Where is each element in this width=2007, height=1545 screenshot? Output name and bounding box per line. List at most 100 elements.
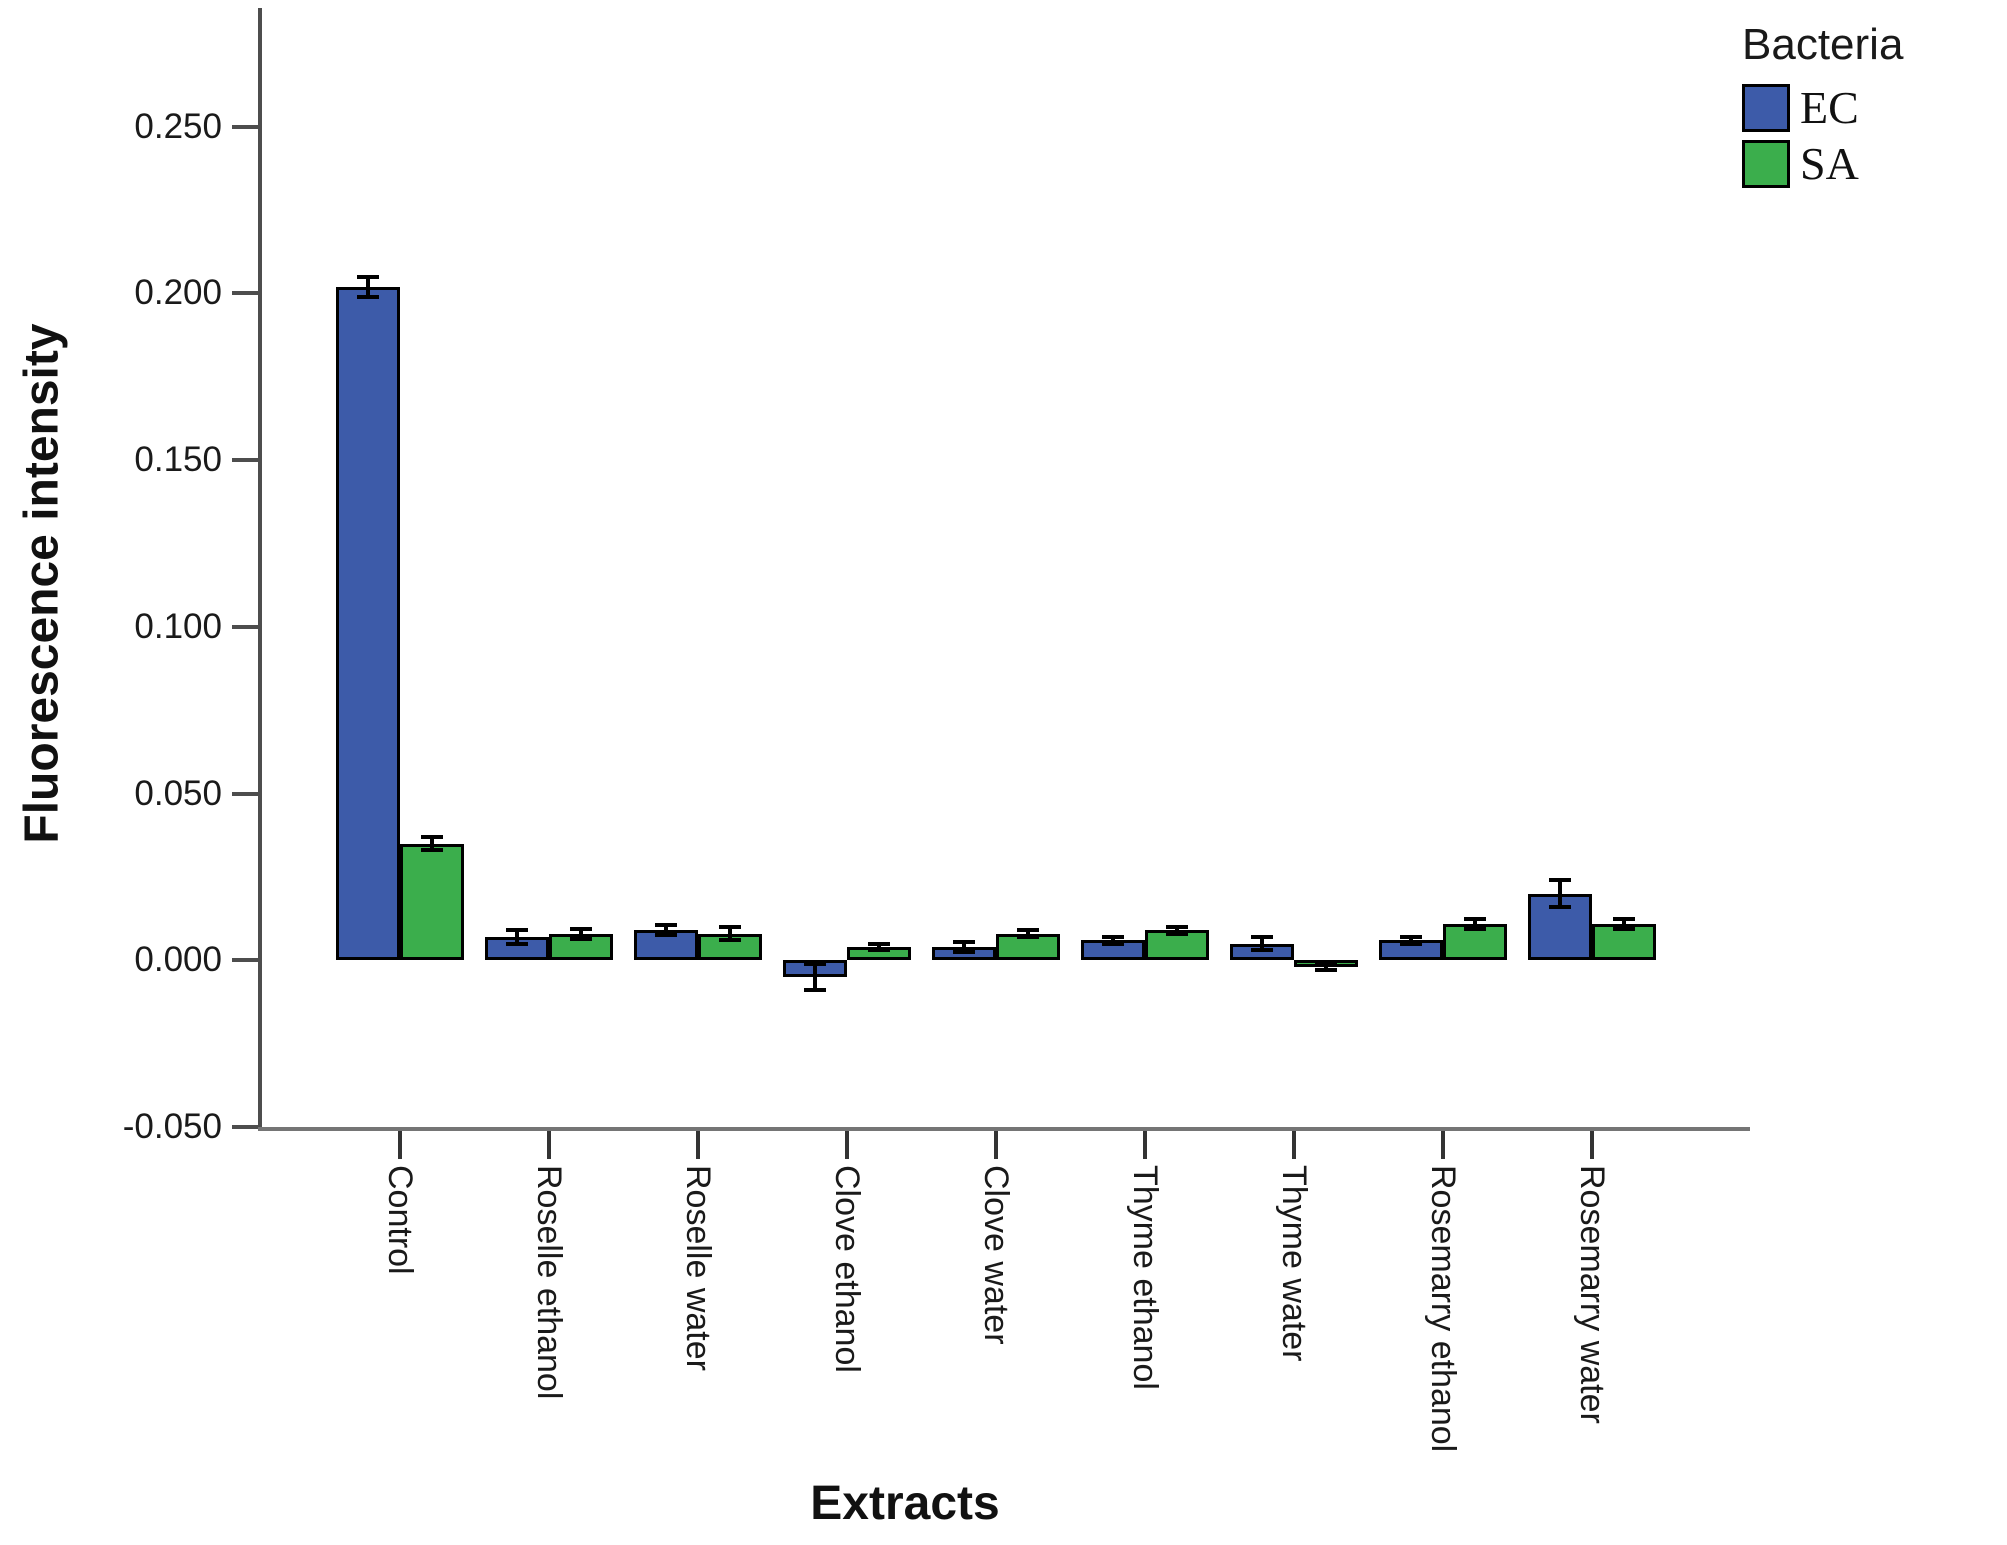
error-bar-line	[877, 943, 881, 951]
error-bar-cap	[1464, 926, 1486, 931]
y-tick-label: 0.050	[134, 773, 222, 813]
error-bar-cap	[1549, 878, 1571, 883]
error-bar-line	[1026, 930, 1030, 937]
legend: Bacteria EC SA	[1742, 20, 1903, 196]
y-tick-label: 0.000	[134, 940, 222, 980]
error-bar-cap	[1166, 924, 1188, 929]
legend-label-ec: EC	[1800, 82, 1859, 133]
bar-sa-0	[400, 843, 464, 961]
y-tick-label: -0.050	[122, 1107, 222, 1146]
error-bar-line	[813, 963, 817, 991]
x-tick-mark	[547, 1131, 551, 1159]
x-tick-mark	[1441, 1131, 1445, 1159]
legend-item-ec: EC	[1742, 84, 1903, 132]
error-bar-cap	[868, 948, 890, 953]
error-bar-cap	[655, 923, 677, 928]
x-tick-mark	[845, 1131, 849, 1159]
x-tick-label: Clove ethanol	[828, 1165, 866, 1373]
x-axis-line	[258, 1127, 1750, 1131]
legend-swatch-ec-icon	[1742, 84, 1790, 132]
error-bar-line	[1111, 936, 1115, 944]
error-bar-cap	[1400, 941, 1422, 946]
y-tick-label: 0.200	[134, 273, 222, 313]
error-bar-cap	[953, 939, 975, 944]
error-bar-cap	[1102, 934, 1124, 939]
x-tick-mark	[1590, 1131, 1594, 1159]
error-bar-cap	[868, 941, 890, 946]
error-bar-line	[1409, 936, 1413, 944]
y-tick-mark	[232, 958, 258, 963]
x-tick-label: Rosemarry water	[1573, 1165, 1611, 1424]
legend-item-sa: SA	[1742, 140, 1903, 188]
error-bar-cap	[421, 834, 443, 839]
legend-label-sa: SA	[1800, 138, 1859, 189]
error-bar-cap	[804, 988, 826, 993]
x-tick-label: Roselle ethanol	[530, 1165, 568, 1400]
error-bar-line	[515, 930, 519, 944]
y-tick-label: 0.100	[134, 606, 222, 646]
error-bar-line	[728, 926, 732, 941]
x-tick-label: Control	[381, 1165, 419, 1275]
error-bar-cap	[719, 938, 741, 943]
error-bar-cap	[719, 924, 741, 929]
error-bar-cap	[570, 936, 592, 941]
error-bar-line	[1260, 936, 1264, 951]
error-bar-cap	[570, 926, 592, 931]
x-tick-mark	[994, 1131, 998, 1159]
error-bar-cap	[953, 949, 975, 954]
x-tick-label: Rosemarry ethanol	[1424, 1165, 1462, 1453]
x-tick-label: Roselle water	[679, 1165, 717, 1371]
error-bar-line	[1324, 963, 1328, 971]
error-bar-cap	[506, 928, 528, 933]
error-bar-line	[1175, 926, 1179, 934]
y-tick-mark	[232, 624, 258, 629]
x-tick-label: Thyme ethanol	[1126, 1165, 1164, 1390]
error-bar-cap	[1400, 934, 1422, 939]
y-tick-mark	[232, 791, 258, 796]
error-bar-cap	[1464, 916, 1486, 921]
error-bar-cap	[1251, 934, 1273, 939]
error-bar-cap	[1315, 968, 1337, 973]
x-tick-mark	[398, 1131, 402, 1159]
x-tick-mark	[1292, 1131, 1296, 1159]
y-tick-mark	[232, 291, 258, 296]
y-tick-label: 0.250	[134, 106, 222, 146]
legend-swatch-sa-icon	[1742, 140, 1790, 188]
error-bar-line	[366, 276, 370, 297]
error-bar-cap	[1102, 941, 1124, 946]
error-bar-cap	[1613, 916, 1635, 921]
y-tick-mark	[232, 458, 258, 463]
error-bar-line	[962, 941, 966, 952]
error-bar-cap	[1166, 931, 1188, 936]
bar-sa-1	[549, 933, 613, 961]
error-bar-cap	[655, 933, 677, 938]
error-bar-cap	[1017, 928, 1039, 933]
error-bar-cap	[1315, 961, 1337, 966]
x-tick-label: Thyme water	[1275, 1165, 1313, 1362]
bar-ec-0	[336, 286, 400, 961]
y-tick-label: 0.150	[134, 440, 222, 480]
error-bar-line	[1558, 880, 1562, 907]
error-bar-line	[430, 836, 434, 851]
legend-title: Bacteria	[1742, 20, 1904, 69]
y-tick-mark	[232, 124, 258, 129]
x-tick-mark	[1143, 1131, 1147, 1159]
error-bar-cap	[357, 294, 379, 299]
error-bar-line	[664, 925, 668, 936]
error-bar-cap	[1549, 904, 1571, 909]
error-bar-cap	[506, 941, 528, 946]
error-bar-cap	[1613, 926, 1635, 931]
error-bar-line	[1473, 918, 1477, 929]
error-bar-line	[579, 928, 583, 939]
error-bar-cap	[421, 848, 443, 853]
error-bar-cap	[357, 274, 379, 279]
error-bar-line	[1622, 918, 1626, 929]
x-axis-title: Extracts	[810, 1477, 1000, 1530]
y-tick-mark	[232, 1125, 258, 1129]
error-bar-cap	[804, 961, 826, 966]
error-bar-cap	[1251, 948, 1273, 953]
y-axis-line	[258, 8, 262, 1131]
error-bar-cap	[1017, 934, 1039, 939]
